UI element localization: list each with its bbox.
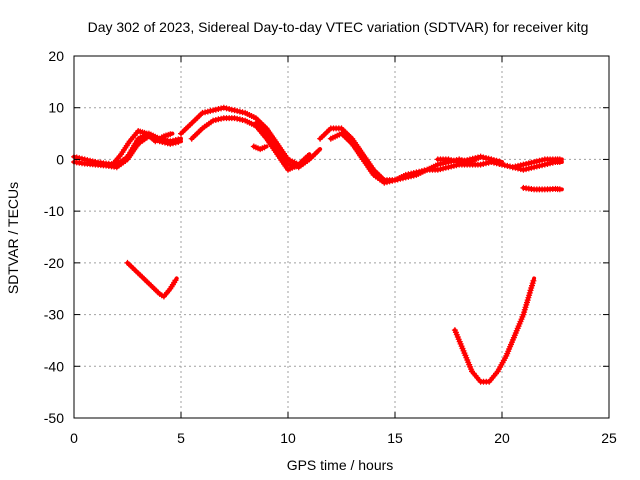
series-track-j [509,159,564,173]
data-point [556,186,563,193]
axis-ticks: 0 5 10 15 20 25 -50 -40 -30 -20 -10 0 10 20 [44,48,617,446]
x-tick-label: 25 [601,430,617,446]
data-point [533,158,540,165]
data-point [480,161,487,167]
data-point [517,166,524,173]
data-point [434,166,441,173]
y-tick-label: -50 [44,410,64,426]
data-point [400,175,406,182]
data-point [525,165,532,172]
series-track-c [109,128,175,168]
data-point [175,139,182,145]
series-track-n [451,276,537,385]
series-track-f [252,120,323,171]
y-tick-label: 10 [48,100,64,116]
series-track-d [178,104,312,168]
data-point [170,140,176,147]
grid-lines [74,56,609,418]
x-tick-label: 20 [494,430,510,446]
y-tick-label: -10 [44,203,64,219]
data-point [501,162,508,169]
data-point [215,116,222,123]
data-point [220,104,227,111]
x-tick-label: 0 [70,430,78,446]
data-point [394,176,401,183]
data-point [530,277,537,284]
data-point [287,162,294,169]
data-point [389,177,396,184]
series-track-l [250,143,269,153]
data-point [261,144,268,151]
data-point [556,159,563,165]
y-tick-label: -30 [44,307,64,323]
y-tick-label: -20 [44,255,64,271]
data-point [523,161,530,167]
data-points [71,104,564,385]
data-point [167,131,174,138]
data-point [405,173,412,180]
data-point [549,159,556,166]
data-point [531,164,538,171]
data-point [445,156,452,163]
y-tick-label: 20 [48,48,64,64]
chart-title: Day 302 of 2023, Sidereal Day-to-day VTE… [88,19,589,35]
series-track-e [188,115,301,173]
y-tick-label: -40 [44,358,64,374]
data-point [528,159,535,166]
data-point [315,147,322,154]
x-tick-label: 5 [177,430,185,446]
data-point [474,154,481,161]
data-point [445,164,452,171]
data-point [239,109,246,116]
data-point [228,106,235,113]
data-point [410,172,417,179]
data-point [520,166,527,173]
x-tick-label: 10 [280,430,296,446]
data-point [440,165,447,172]
data-point [234,115,241,122]
data-point [464,157,471,164]
data-point [293,163,299,170]
y-tick-label: 0 [56,151,64,167]
x-axis-label: GPS time / hours [287,457,394,473]
data-point [469,155,476,162]
plot-frame [73,55,610,419]
data-point [218,105,225,112]
data-point [210,107,217,114]
x-tick-label: 15 [387,430,403,446]
series-track-m [124,259,179,300]
data-point [477,153,484,160]
data-point [539,157,546,164]
data-point [172,277,179,284]
y-axis-label: SDTVAR / TECUs [5,182,21,294]
series-track-k [520,184,564,193]
data-point [234,107,241,114]
data-point [199,109,206,116]
data-point [536,162,543,169]
